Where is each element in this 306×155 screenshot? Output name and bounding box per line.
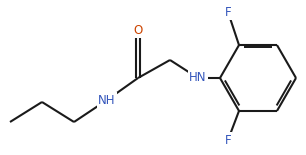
Text: O: O [133,24,143,36]
Text: F: F [225,133,231,146]
Text: F: F [225,5,231,18]
Text: HN: HN [189,71,207,84]
Text: NH: NH [98,93,116,106]
